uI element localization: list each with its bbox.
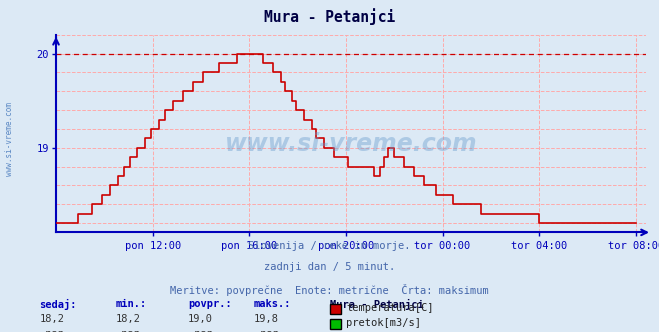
Text: -nan: -nan bbox=[254, 329, 279, 332]
Text: Meritve: povprečne  Enote: metrične  Črta: maksimum: Meritve: povprečne Enote: metrične Črta:… bbox=[170, 284, 489, 296]
Text: Mura - Petanjci: Mura - Petanjci bbox=[330, 299, 423, 310]
Text: -nan: -nan bbox=[40, 329, 65, 332]
Text: povpr.:: povpr.: bbox=[188, 299, 231, 309]
Text: -nan: -nan bbox=[188, 329, 213, 332]
Text: pretok[m3/s]: pretok[m3/s] bbox=[346, 318, 421, 328]
Text: www.si-vreme.com: www.si-vreme.com bbox=[225, 131, 477, 155]
Text: temperatura[C]: temperatura[C] bbox=[346, 303, 434, 313]
Text: www.si-vreme.com: www.si-vreme.com bbox=[5, 103, 14, 176]
Text: zadnji dan / 5 minut.: zadnji dan / 5 minut. bbox=[264, 262, 395, 272]
Text: Slovenija / reke in morje.: Slovenija / reke in morje. bbox=[248, 241, 411, 251]
Text: 18,2: 18,2 bbox=[40, 314, 65, 324]
Text: -nan: -nan bbox=[115, 329, 140, 332]
Text: min.:: min.: bbox=[115, 299, 146, 309]
Text: 19,8: 19,8 bbox=[254, 314, 279, 324]
Text: maks.:: maks.: bbox=[254, 299, 291, 309]
Text: Mura - Petanjci: Mura - Petanjci bbox=[264, 8, 395, 25]
Text: 19,0: 19,0 bbox=[188, 314, 213, 324]
Text: 18,2: 18,2 bbox=[115, 314, 140, 324]
Text: sedaj:: sedaj: bbox=[40, 299, 77, 310]
